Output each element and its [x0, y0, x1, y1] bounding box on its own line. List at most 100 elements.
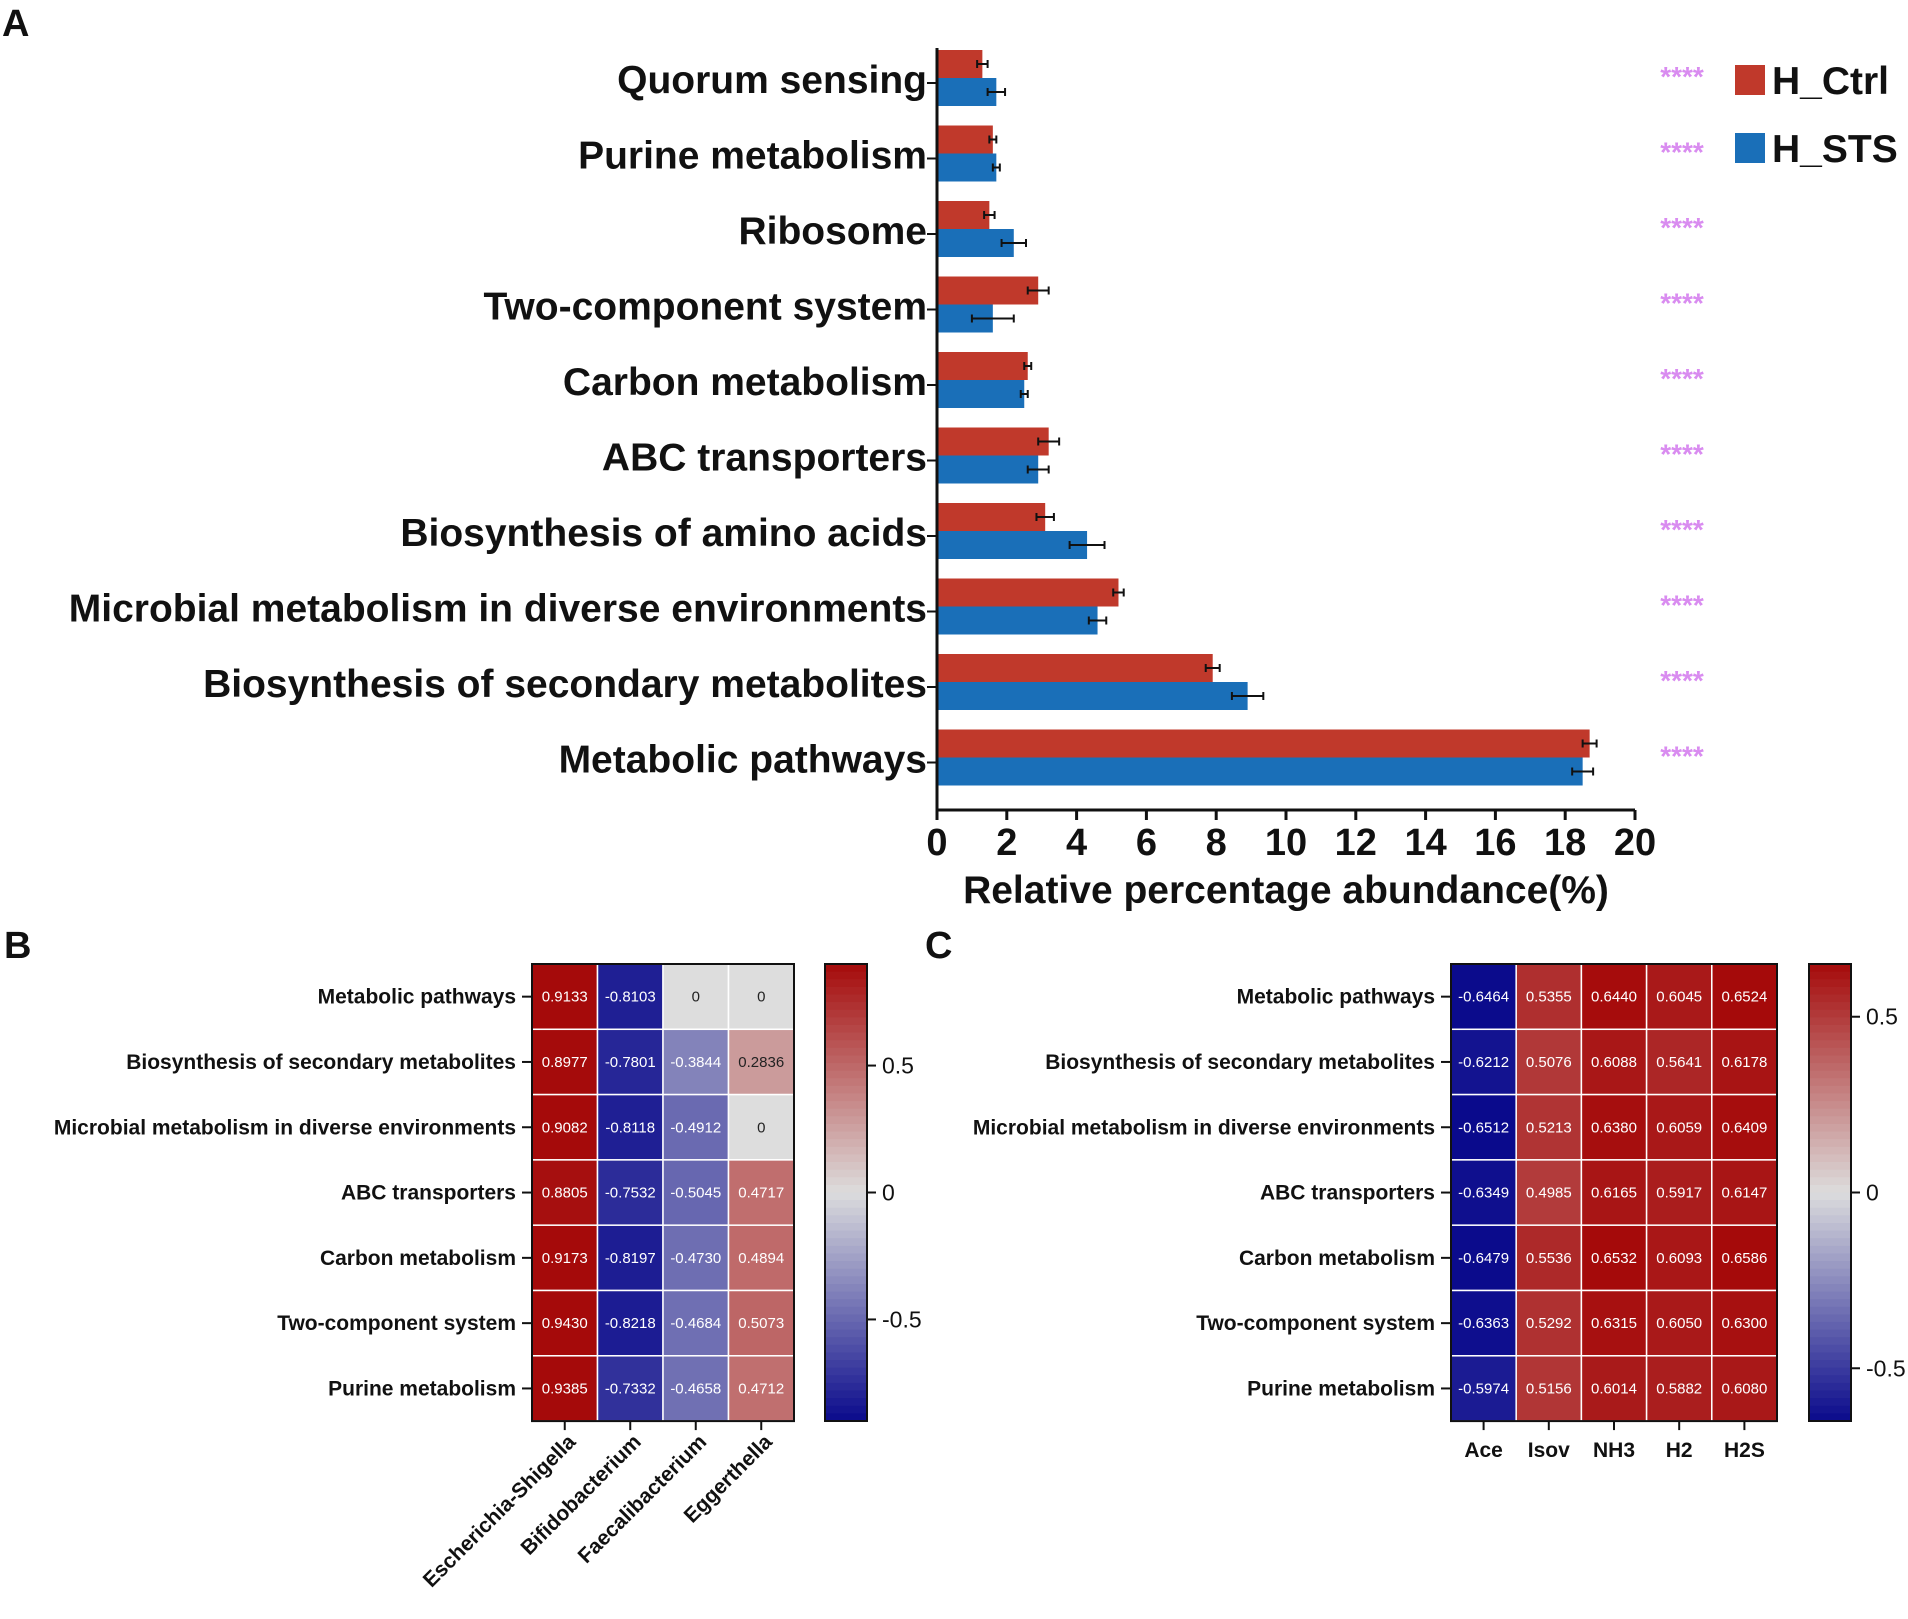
row-label-metabolic-pathways: Metabolic pathways	[1237, 986, 1435, 1009]
colorbar-segment	[825, 1337, 867, 1346]
cell-value: 0	[757, 1119, 765, 1136]
colorbar-segment	[1809, 1017, 1851, 1026]
bar-h-sts-abc-transporters	[937, 455, 1039, 484]
cell-value: -0.6349	[1458, 1185, 1509, 1202]
cell-value: 0.9082	[542, 1119, 588, 1136]
cell-value: 0.9133	[542, 989, 588, 1006]
heatmap-cell	[531, 1028, 599, 1096]
cell-value: -0.8118	[605, 1119, 655, 1136]
colorbar-segment	[825, 964, 867, 973]
colorbar-segment	[1809, 1101, 1851, 1110]
colorbar-segment	[825, 1276, 867, 1285]
colorbar-segment	[825, 1002, 867, 1011]
column-label-nh3: NH3	[1593, 1439, 1635, 1462]
colorbar-segment	[825, 1314, 867, 1323]
colorbar-segment	[1809, 1268, 1851, 1277]
colorbar-segment	[1809, 1009, 1851, 1018]
colorbar-segment	[1809, 1344, 1851, 1354]
legend-swatch-h-ctrl	[1735, 65, 1765, 95]
colorbar-segment	[825, 1321, 867, 1331]
x-tick-label: 14	[1404, 822, 1446, 864]
cell-value: 0.4717	[738, 1185, 784, 1202]
cell-value: -0.4730	[670, 1250, 721, 1267]
colorbar-segment	[1809, 1375, 1851, 1384]
cell-value: 0.6165	[1591, 1185, 1637, 1202]
heatmap-cell	[596, 1159, 664, 1226]
panel-label-c: C	[925, 925, 952, 967]
bar-h-ctrl-microbial-metabolism-in-diverse-environments	[937, 578, 1119, 607]
heatmap-cell	[1515, 1289, 1583, 1357]
colorbar-segment	[825, 1101, 867, 1110]
cell-value: 0.8805	[542, 1185, 588, 1202]
legend-label-h-ctrl: H_Ctrl	[1772, 60, 1889, 103]
significance-stars: ****	[1660, 665, 1704, 696]
colorbar-segment	[825, 1177, 867, 1186]
cell-value: 0.5292	[1526, 1315, 1572, 1332]
colorbar-segment	[825, 1253, 867, 1262]
category-label-biosynthesis-of-amino-acids: Biosynthesis of amino acids	[400, 512, 927, 555]
cell-value: -0.8197	[605, 1250, 656, 1267]
category-label-two-component-system: Two-component system	[484, 286, 928, 329]
row-label-biosynthesis-of-secondary-metabolites: Biosynthesis of secondary metabolites	[126, 1051, 516, 1074]
heatmap-cell	[662, 1224, 730, 1292]
heatmap-cell	[1645, 1224, 1713, 1292]
colorbar-tick-label: 0	[882, 1180, 895, 1206]
column-label-h2s: H2S	[1724, 1439, 1765, 1462]
heatmap-cell	[1645, 1289, 1713, 1357]
colorbar-segment	[1809, 1123, 1851, 1133]
heatmap-cell	[1580, 1159, 1648, 1226]
cell-value: 0.5641	[1656, 1054, 1702, 1071]
significance-stars: ****	[1660, 741, 1704, 772]
colorbar-segment	[1809, 1184, 1851, 1194]
colorbar-segment	[1809, 1162, 1851, 1171]
heatmap-cell	[1515, 1355, 1583, 1422]
heatmap-cell	[531, 1289, 599, 1357]
heatmap-cell	[727, 1355, 795, 1422]
category-label-metabolic-pathways: Metabolic pathways	[559, 739, 927, 782]
legend-label-h-sts: H_STS	[1772, 128, 1898, 171]
bar-h-sts-biosynthesis-of-secondary-metabolites	[937, 682, 1248, 710]
colorbar-segment	[825, 1360, 867, 1369]
cell-value: -0.7532	[605, 1185, 656, 1202]
cell-value: 0.6300	[1721, 1315, 1767, 1332]
x-tick-label: 6	[1136, 822, 1157, 864]
colorbar-segment	[825, 1299, 867, 1308]
cell-value: -0.5045	[670, 1185, 721, 1202]
colorbar-segment	[1809, 1192, 1851, 1201]
colorbar-segment	[825, 1405, 867, 1414]
cell-value: 0.6178	[1721, 1054, 1767, 1071]
colorbar-segment	[1809, 1078, 1851, 1087]
colorbar-segment	[1809, 1230, 1851, 1239]
colorbar-segment	[1809, 1276, 1851, 1285]
row-label-metabolic-pathways: Metabolic pathways	[318, 986, 516, 1009]
cell-value: 0.6315	[1591, 1315, 1637, 1332]
cell-value: 0.6080	[1721, 1380, 1767, 1397]
colorbar-segment	[825, 1139, 867, 1148]
heatmap-cell	[1580, 1289, 1648, 1357]
cell-value: 0.6440	[1591, 989, 1637, 1006]
colorbar-segment	[1809, 1367, 1851, 1376]
colorbar-segment	[825, 1238, 867, 1247]
significance-stars: ****	[1660, 137, 1704, 168]
heatmap-cell	[531, 1159, 599, 1226]
bar-h-ctrl-carbon-metabolism	[937, 352, 1028, 380]
colorbar-segment	[1809, 1360, 1851, 1369]
colorbar-tick-label: 0.5	[882, 1053, 914, 1079]
colorbar-segment	[1809, 1238, 1851, 1247]
colorbar-segment	[1809, 1314, 1851, 1323]
colorbar-segment	[825, 1085, 867, 1095]
cell-value: 0.6147	[1721, 1185, 1767, 1202]
row-label-abc-transporters: ABC transporters	[341, 1182, 516, 1205]
heatmap-cell	[727, 1289, 795, 1357]
heatmap-panel-b: Metabolic pathways 0.9133 -0.8103 0 0 Biosynt…	[54, 963, 922, 1592]
cell-value: -0.6479	[1458, 1250, 1509, 1267]
colorbar-segment	[1809, 1306, 1851, 1315]
colorbar-segment	[1809, 1291, 1851, 1300]
bar-h-ctrl-quorum-sensing	[937, 50, 983, 78]
bar-h-ctrl-purine-metabolism	[937, 125, 993, 154]
significance-stars: ****	[1660, 439, 1704, 470]
heatmap-cell	[1515, 1159, 1583, 1226]
cell-value: 0.5213	[1526, 1119, 1572, 1136]
colorbar-segment	[1809, 1063, 1851, 1072]
colorbar-segment	[825, 1207, 867, 1216]
